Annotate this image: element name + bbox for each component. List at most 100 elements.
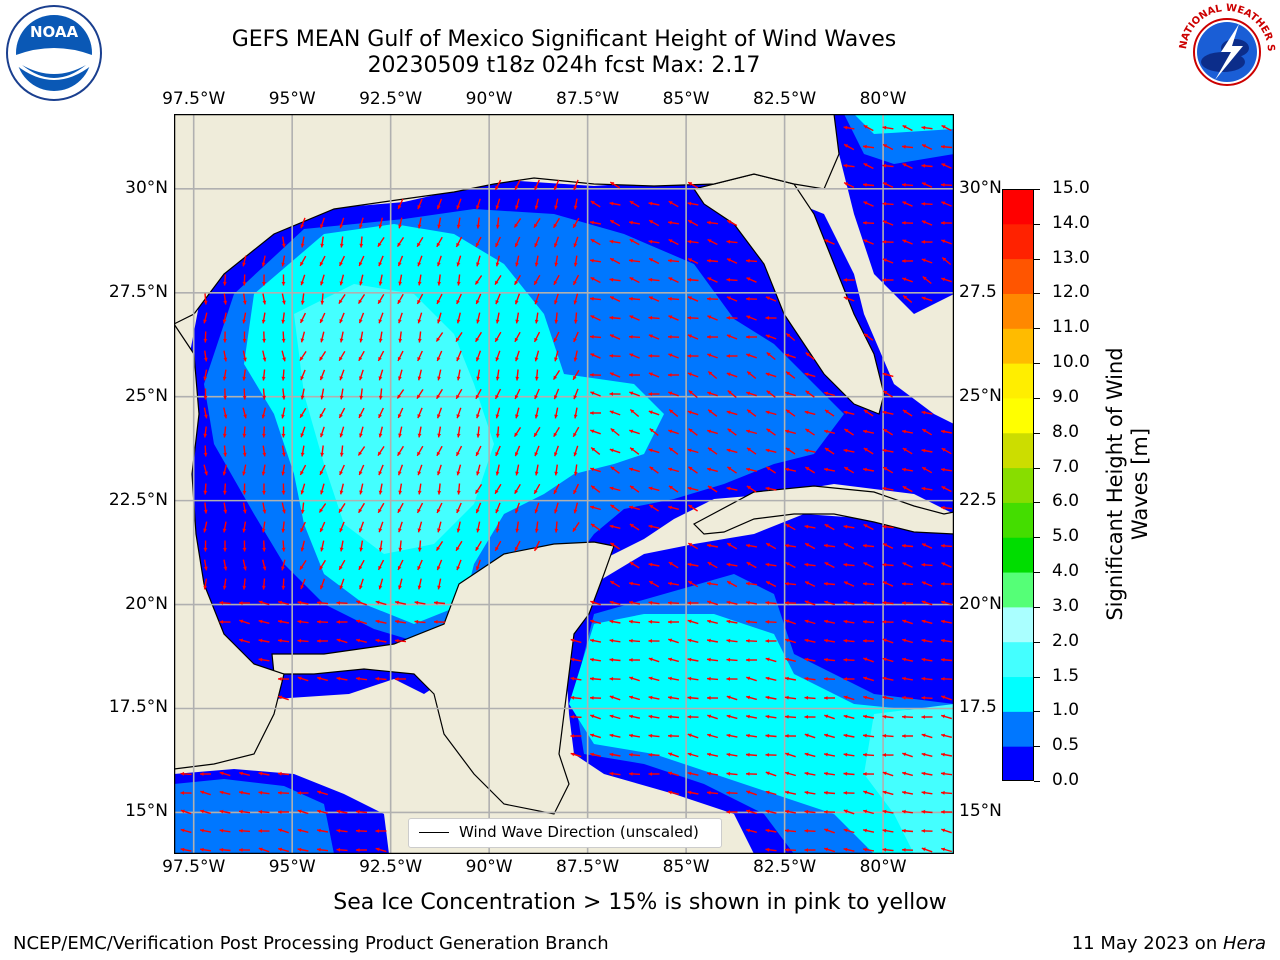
- wave-arrow-head: [573, 262, 578, 267]
- colorbar-segment: [1002, 606, 1034, 643]
- wave-arrow-head: [495, 224, 500, 229]
- wave-arrow-head: [785, 695, 789, 700]
- wave-arrow-head: [203, 528, 207, 533]
- wave-arrow-head: [219, 809, 224, 814]
- wave-arrow-head: [591, 447, 596, 452]
- wave-arrow-head: [882, 372, 887, 377]
- wave-arrow-head: [708, 371, 713, 376]
- wave-arrow-head: [554, 205, 558, 210]
- wave-arrow-head: [222, 433, 227, 438]
- wave-arrow-head: [359, 319, 363, 324]
- wave-arrow-head: [629, 524, 634, 528]
- wave-arrow-head: [320, 376, 324, 381]
- wave-arrow-head: [278, 847, 283, 852]
- wave-arrow-head: [476, 528, 480, 533]
- wave-arrow-head: [668, 373, 672, 377]
- wave-arrow-head: [687, 676, 692, 681]
- wave-arrow-head: [320, 395, 324, 400]
- chart-subtitle: 20230509 t18z 024h fcst Max: 2.17: [367, 53, 761, 78]
- wave-arrow-head: [902, 221, 906, 225]
- wave-arrow-head: [843, 828, 848, 833]
- wave-arrow-head: [882, 790, 887, 795]
- wave-arrow-head: [707, 657, 711, 662]
- wave-arrow-head: [590, 334, 594, 339]
- wave-arrow-head: [553, 432, 558, 437]
- wave-arrow-head: [358, 508, 363, 513]
- wave-arrow-head: [668, 790, 672, 795]
- wave-arrow-head: [514, 489, 519, 494]
- wave-arrow-head: [804, 638, 809, 643]
- wave-arrow-head: [825, 409, 829, 414]
- wave-arrow-head: [436, 337, 440, 342]
- wave-arrow-head: [649, 504, 654, 509]
- wave-arrow-head: [336, 828, 341, 833]
- colorbar-tick-mark: [1034, 293, 1040, 295]
- wave-arrow-head: [609, 657, 614, 662]
- wave-arrow-head: [921, 258, 926, 263]
- wave-arrow-head: [843, 600, 848, 605]
- wave-arrow-head: [515, 262, 519, 267]
- wave-arrow-head: [707, 297, 711, 301]
- wave-arrow-head: [495, 185, 499, 190]
- wave-arrow-head: [336, 847, 341, 852]
- wave-arrow-head: [319, 470, 324, 475]
- wave-arrow-head: [495, 300, 499, 305]
- wave-arrow-head: [300, 243, 305, 248]
- wave-arrow-head: [242, 471, 246, 476]
- wave-arrow-head: [668, 201, 673, 205]
- wave-arrow-head: [609, 619, 614, 624]
- wave-arrow-head: [378, 299, 382, 304]
- wave-arrow-head: [239, 638, 244, 643]
- wave-arrow-head: [766, 543, 771, 547]
- colorbar-tick-label: 11.0: [1052, 317, 1090, 338]
- wave-arrow-head: [358, 299, 362, 304]
- wave-arrow-head: [515, 357, 519, 362]
- wave-arrow-head: [766, 390, 771, 395]
- lon-label-top: 80°W: [859, 89, 907, 109]
- wave-arrow-head: [609, 486, 614, 491]
- wave-arrow-head: [941, 790, 945, 795]
- wave-arrow-head: [378, 356, 382, 361]
- wave-arrow-head: [921, 410, 926, 415]
- wave-arrow-head: [476, 205, 480, 210]
- wave-arrow-head: [320, 300, 325, 305]
- wave-arrow-head: [417, 585, 422, 590]
- wave-arrow-head: [417, 490, 422, 495]
- wave-arrow-head: [687, 239, 692, 244]
- wave-arrow-head: [805, 428, 810, 433]
- wave-arrow-head: [941, 486, 946, 490]
- wave-arrow-head: [417, 528, 422, 533]
- wave-arrow-head: [258, 619, 263, 624]
- wave-arrow-head: [336, 676, 341, 681]
- wave-arrow-head: [688, 581, 693, 585]
- wave-arrow-head: [456, 319, 461, 324]
- wave-arrow-head: [242, 300, 247, 305]
- wave-arrow-head: [824, 391, 829, 396]
- wave-arrow-head: [359, 338, 363, 343]
- colorbar: [1002, 189, 1034, 781]
- wave-arrow-head: [300, 585, 304, 590]
- wave-arrow-head: [843, 562, 848, 567]
- wave-arrow-head: [339, 281, 344, 286]
- wave-arrow-head: [804, 448, 809, 453]
- wave-arrow-head: [436, 394, 441, 399]
- wave-arrow-head: [863, 543, 867, 548]
- chart-title: GEFS MEAN Gulf of Mexico Significant Hei…: [231, 27, 897, 52]
- wave-arrow-head: [669, 447, 673, 452]
- wave-arrow-head: [902, 125, 907, 129]
- wave-arrow-head: [475, 394, 480, 399]
- wave-arrow-head: [456, 337, 460, 342]
- wave-arrow-head: [726, 771, 731, 776]
- wave-arrow-head: [397, 451, 402, 456]
- wave-arrow-head: [746, 752, 750, 757]
- wave-arrow-head: [456, 357, 460, 362]
- colorbar-tick-mark: [1034, 363, 1040, 365]
- wave-arrow-head: [921, 448, 926, 453]
- wave-arrow-head: [726, 316, 731, 320]
- wave-arrow-head: [648, 657, 653, 662]
- wave-arrow-head: [864, 333, 869, 338]
- wave-arrow-head: [610, 428, 615, 433]
- wave-arrow-head: [317, 620, 321, 624]
- wave-arrow-head: [180, 809, 185, 814]
- wave-arrow-head: [726, 752, 731, 757]
